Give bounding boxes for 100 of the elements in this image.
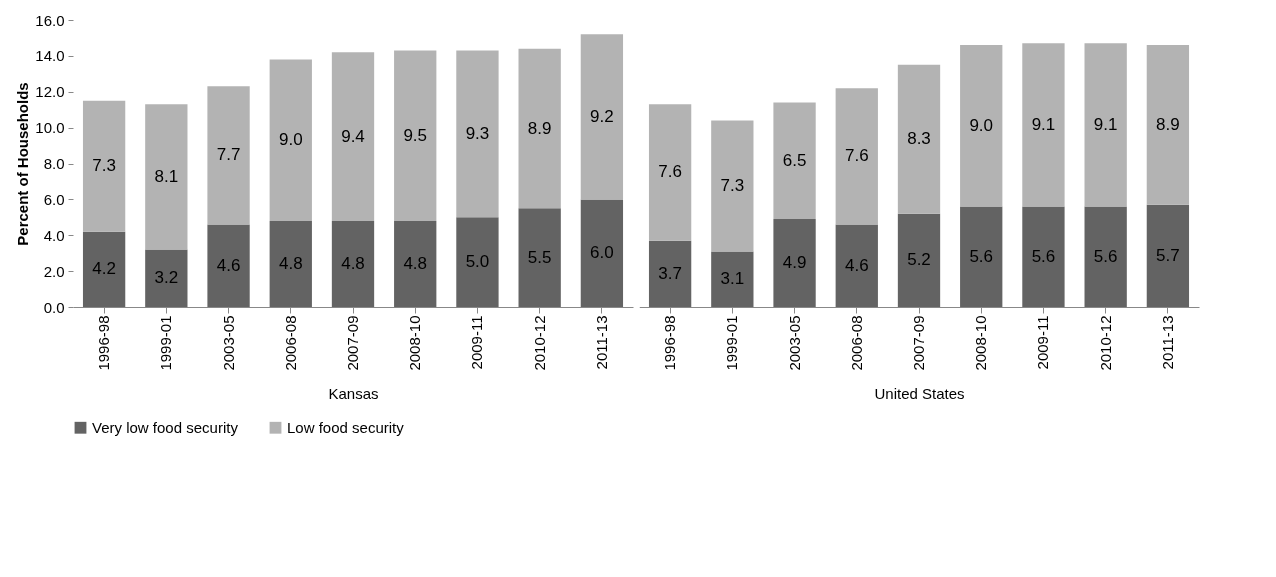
bar: [835, 224, 878, 307]
bar: [145, 249, 188, 307]
x-tick-label: 2006-08: [281, 315, 299, 371]
bar: [1146, 45, 1190, 205]
data-label: 5.0: [465, 252, 490, 272]
data-label: 5.7: [1156, 245, 1180, 265]
x-tick-label: 1996-98: [95, 315, 113, 371]
x-tick-label: 2008-10: [406, 315, 424, 371]
bar: [394, 220, 437, 307]
bar: [580, 199, 624, 307]
bar: [648, 104, 692, 241]
x-tick-label: 2008-10: [972, 315, 990, 371]
data-label: 9.2: [590, 106, 614, 126]
bar: [82, 231, 126, 307]
data-label: 5.6: [1093, 246, 1118, 266]
data-label: 3.1: [720, 269, 745, 289]
data-label: 8.1: [154, 166, 179, 186]
data-label: 4.8: [341, 253, 365, 273]
x-tick-label: 2010-12: [1096, 315, 1114, 371]
bar: [835, 88, 878, 225]
x-axis-title: United States: [874, 384, 965, 402]
x-tick-label: 2006-08: [847, 315, 865, 371]
bar: [773, 102, 816, 220]
data-label: 9.5: [403, 125, 428, 145]
x-tick-label: 2007-09: [910, 315, 927, 371]
y-tick-label: 12.0: [35, 83, 65, 101]
x-axis-title: Kansas: [328, 384, 379, 402]
y-tick-label: 6.0: [43, 190, 65, 208]
legend-label: Very low food security: [92, 418, 239, 436]
data-label: 5.2: [907, 250, 931, 270]
bar: [897, 213, 941, 307]
data-label: 4.8: [403, 253, 428, 273]
data-label: 7.7: [216, 145, 241, 165]
y-tick-label: 0.0: [43, 298, 65, 316]
x-tick-label: 2010-12: [530, 315, 548, 371]
data-label: 3.7: [658, 263, 682, 283]
y-tick-label: 16.0: [35, 11, 65, 29]
bar: [394, 50, 437, 221]
bar: [897, 64, 941, 214]
bar: [711, 120, 754, 252]
data-label: 7.6: [658, 162, 682, 182]
bar: [456, 217, 499, 307]
data-label: 9.4: [341, 126, 365, 146]
x-tick-label: 2011-13: [592, 315, 610, 370]
bar: [331, 220, 375, 307]
data-label: 6.5: [782, 150, 807, 170]
bar: [960, 45, 1003, 207]
bar: [518, 48, 561, 209]
x-tick-label: 2007-09: [344, 315, 361, 371]
data-label: 4.6: [216, 255, 241, 275]
data-label: 7.3: [92, 156, 116, 176]
bar: [773, 219, 816, 307]
y-tick-label: 8.0: [43, 155, 65, 172]
bar: [1146, 204, 1190, 307]
data-label: 5.6: [969, 246, 994, 266]
data-label: 4.8: [278, 253, 303, 273]
data-label: 9.1: [1031, 114, 1056, 134]
y-tick-label: 2.0: [43, 262, 65, 280]
data-label: 8.9: [1156, 114, 1180, 134]
x-tick-label: 1996-98: [661, 315, 679, 371]
data-label: 4.9: [782, 253, 807, 273]
data-label: 4.2: [92, 259, 116, 279]
bar: [207, 86, 250, 225]
data-label: 7.3: [720, 175, 745, 195]
data-label: 5.5: [527, 247, 552, 267]
bar: [960, 206, 1003, 307]
bar: [207, 224, 250, 307]
bar: [1022, 43, 1065, 207]
bar: [711, 251, 754, 307]
bar: [648, 240, 692, 307]
x-tick-label: 1999-01: [157, 315, 175, 371]
bar: [1084, 43, 1127, 207]
y-tick-label: 10.0: [35, 119, 65, 137]
bar: [1084, 206, 1127, 307]
data-label: 9.0: [278, 130, 303, 150]
x-tick-label: 2003-05: [785, 315, 803, 371]
data-label: 4.6: [844, 255, 869, 275]
bar: [269, 220, 312, 307]
bar: [331, 52, 375, 221]
legend-label: Low food security: [287, 418, 405, 436]
bar: [1022, 206, 1065, 307]
data-label: 9.3: [465, 123, 490, 143]
x-tick-label: 2003-05: [219, 315, 237, 371]
data-label: 8.3: [907, 129, 931, 149]
data-label: 9.1: [1093, 114, 1118, 134]
x-tick-label: 2009-11: [1034, 315, 1052, 370]
bar: [82, 100, 126, 232]
bar: [269, 59, 312, 221]
x-tick-label: 2009-11: [468, 315, 486, 370]
bar: [145, 104, 188, 250]
y-tick-label: 4.0: [43, 226, 65, 244]
data-label: 5.6: [1031, 246, 1056, 266]
x-tick-label: 2011-13: [1158, 315, 1176, 370]
data-label: 3.2: [154, 268, 179, 288]
bar: [456, 50, 499, 218]
data-label: 7.6: [844, 146, 869, 166]
bar: [518, 208, 561, 307]
data-label: 9.0: [969, 115, 994, 135]
bar: [580, 34, 624, 200]
y-axis-title: Percent of Households: [14, 82, 32, 246]
